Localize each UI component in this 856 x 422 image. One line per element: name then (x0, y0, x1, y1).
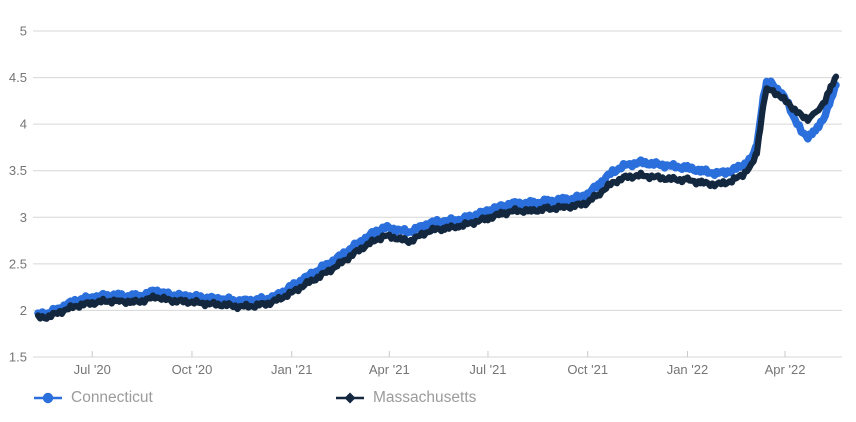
line-diamond-marker-icon (336, 392, 364, 404)
y-axis-labels: 1.5 2 2.5 3 3.5 4 4.5 5 (9, 24, 27, 365)
x-axis: Jul '20 Oct '20 Jan '21 Apr '21 Jul '21 Oct '… (74, 351, 806, 377)
legend-label-massachusetts: Massachusetts (373, 389, 477, 406)
x-tick-label: Apr '22 (765, 362, 806, 377)
series-lines (34, 73, 840, 322)
legend-label-connecticut: Connecticut (71, 389, 153, 406)
x-tick-label: Jan '21 (271, 362, 313, 377)
x-tick-label: Jan '22 (667, 362, 709, 377)
x-tick-label: Jul '21 (469, 362, 506, 377)
y-tick-label: 1.5 (9, 350, 27, 365)
x-tick-label: Jul '20 (74, 362, 111, 377)
series-line-connecticut[interactable] (34, 77, 840, 320)
y-tick-label: 5 (20, 24, 27, 39)
chart-canvas: 1.5 2 2.5 3 3.5 4 4.5 5 Jul '20 Oct '20 Jan '21 Ap… (9, 24, 842, 377)
y-tick-label: 2 (20, 303, 27, 318)
legend-item-connecticut[interactable]: Connecticut (33, 389, 153, 407)
chart-legend: Connecticut Massachusetts (0, 386, 856, 416)
y-tick-label: 3 (20, 210, 27, 225)
y-tick-label: 4 (20, 117, 27, 132)
gridlines (33, 30, 842, 358)
legend-item-massachusetts[interactable]: Massachusetts (335, 389, 476, 407)
x-tick-label: Oct '20 (172, 362, 213, 377)
series-line-massachusetts[interactable] (34, 73, 840, 322)
x-tick-label: Oct '21 (567, 362, 608, 377)
y-tick-label: 3.5 (9, 163, 27, 178)
x-tick-label: Apr '21 (369, 362, 410, 377)
y-tick-label: 2.5 (9, 256, 27, 271)
y-tick-label: 4.5 (9, 70, 27, 85)
line-circle-marker-icon (34, 392, 62, 404)
